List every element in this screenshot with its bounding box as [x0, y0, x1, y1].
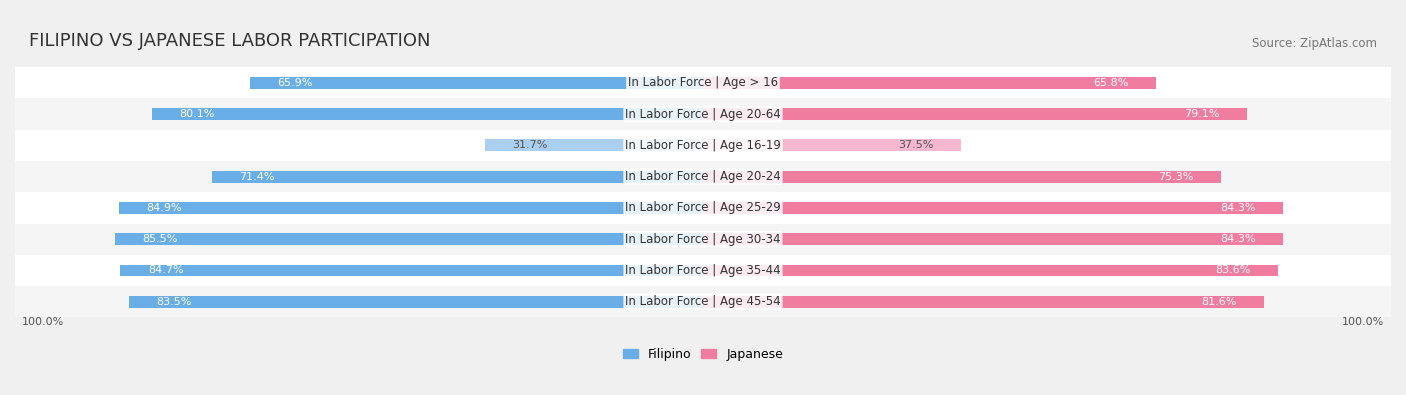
Bar [703, 233, 1284, 245]
Text: 31.7%: 31.7% [512, 140, 548, 150]
Bar [703, 108, 1247, 120]
Text: 100.0%: 100.0% [1341, 317, 1384, 327]
Bar [15, 161, 1391, 192]
Text: FILIPINO VS JAPANESE LABOR PARTICIPATION: FILIPINO VS JAPANESE LABOR PARTICIPATION [28, 32, 430, 51]
Text: In Labor Force | Age 20-64: In Labor Force | Age 20-64 [626, 107, 780, 120]
Bar [128, 296, 703, 308]
Text: 37.5%: 37.5% [898, 140, 934, 150]
Text: 84.9%: 84.9% [146, 203, 181, 213]
Bar [15, 130, 1391, 161]
Text: 81.6%: 81.6% [1202, 297, 1237, 307]
Text: 65.9%: 65.9% [277, 78, 312, 88]
Text: 83.5%: 83.5% [156, 297, 191, 307]
Legend: Filipino, Japanese: Filipino, Japanese [619, 344, 787, 365]
Text: 79.1%: 79.1% [1184, 109, 1219, 119]
Bar [120, 202, 703, 214]
Bar [15, 224, 1391, 255]
Text: 80.1%: 80.1% [180, 109, 215, 119]
Bar [15, 286, 1391, 317]
Text: In Labor Force | Age 30-34: In Labor Force | Age 30-34 [626, 233, 780, 246]
Bar [250, 77, 703, 89]
Text: 100.0%: 100.0% [22, 317, 65, 327]
Bar [485, 139, 703, 151]
Text: In Labor Force | Age 20-24: In Labor Force | Age 20-24 [626, 170, 780, 183]
Bar [703, 202, 1284, 214]
Bar [15, 98, 1391, 130]
Bar [152, 108, 703, 120]
Text: 71.4%: 71.4% [239, 172, 274, 182]
Text: In Labor Force | Age 25-29: In Labor Force | Age 25-29 [626, 201, 780, 214]
Bar [115, 233, 703, 245]
Bar [15, 192, 1391, 224]
Text: 75.3%: 75.3% [1159, 172, 1194, 182]
Bar [15, 255, 1391, 286]
Bar [212, 171, 703, 182]
Text: 65.8%: 65.8% [1092, 78, 1128, 88]
Bar [703, 265, 1278, 276]
Bar [121, 265, 703, 276]
Bar [15, 67, 1391, 98]
Text: In Labor Force | Age 16-19: In Labor Force | Age 16-19 [626, 139, 780, 152]
Bar [703, 77, 1156, 89]
Bar [703, 296, 1264, 308]
Text: In Labor Force | Age > 16: In Labor Force | Age > 16 [628, 76, 778, 89]
Text: 84.3%: 84.3% [1220, 234, 1256, 244]
Text: 84.3%: 84.3% [1220, 203, 1256, 213]
Text: Source: ZipAtlas.com: Source: ZipAtlas.com [1253, 38, 1378, 51]
Text: In Labor Force | Age 45-54: In Labor Force | Age 45-54 [626, 295, 780, 308]
Bar [703, 139, 960, 151]
Bar [703, 171, 1220, 182]
Text: 83.6%: 83.6% [1215, 265, 1251, 275]
Text: In Labor Force | Age 35-44: In Labor Force | Age 35-44 [626, 264, 780, 277]
Text: 85.5%: 85.5% [142, 234, 177, 244]
Text: 84.7%: 84.7% [148, 265, 183, 275]
